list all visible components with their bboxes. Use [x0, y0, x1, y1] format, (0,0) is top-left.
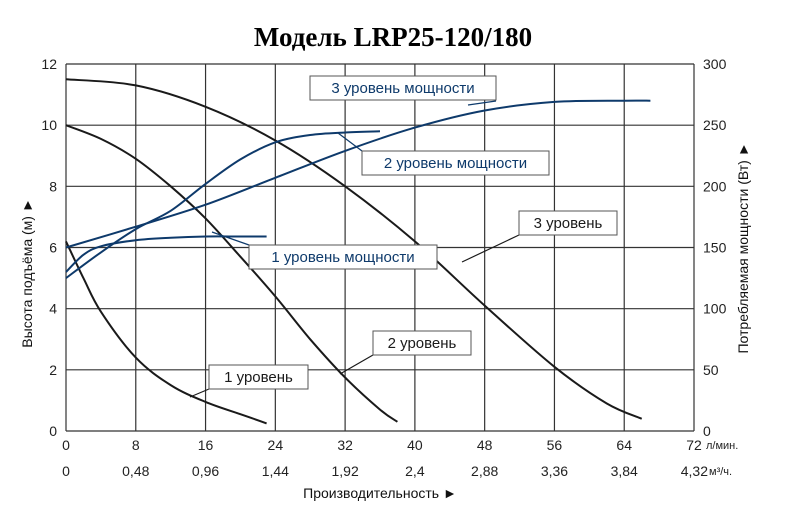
annotation-box — [361, 150, 550, 176]
head-curve-level-2 — [65, 124, 398, 423]
annotation-box — [208, 364, 309, 390]
y-tick-label: 4 — [49, 301, 57, 317]
annotation-leader-line — [339, 354, 374, 375]
y2-tick-label: 100 — [703, 301, 727, 317]
y-tick-label: 0 — [49, 423, 57, 439]
annotation-box — [372, 330, 472, 356]
annotation-box — [309, 75, 497, 101]
x2-tick-label: 2,4 — [405, 463, 425, 479]
x-tick-label: 16 — [198, 437, 214, 453]
x-tick-label: 24 — [268, 437, 284, 453]
x2-tick-label: 4,32 — [681, 463, 708, 479]
annotation-leader-line — [461, 234, 520, 263]
x-tick-label: 64 — [616, 437, 632, 453]
x2-tick-label: 1,44 — [262, 463, 289, 479]
power-curve-level-2 — [65, 130, 381, 279]
x-tick-label: 40 — [407, 437, 423, 453]
annotation-box — [248, 244, 438, 270]
y2-tick-label: 250 — [703, 117, 727, 133]
x-tick-label: 8 — [132, 437, 140, 453]
power-curve-level-3 — [65, 99, 651, 249]
annotation-label: 3 уровень — [534, 215, 603, 232]
y2-tick-label: 200 — [703, 178, 727, 194]
annotation-label: 3 уровень мощности — [331, 80, 474, 97]
head-curve-level-3 — [65, 78, 643, 420]
y2-tick-label: 150 — [703, 240, 727, 256]
annotation-label: 2 уровень — [388, 335, 457, 352]
annotation-leader-line — [467, 100, 497, 106]
y2-axis-label: Потребляемая мощности (Вт) ► — [735, 142, 751, 353]
annotations: 3 уровень мощности 2 уровень мощности 1 ур… — [189, 75, 618, 398]
x2-tick-label: 1,92 — [331, 463, 358, 479]
annotation-box — [518, 210, 618, 236]
y-axis-label: Высота подъёма (м) ► — [19, 198, 35, 347]
x-axis-label: Производительность ► — [303, 485, 457, 501]
x-tick-label: 72 — [686, 437, 702, 453]
x2-tick-label: 3,84 — [611, 463, 638, 479]
annotation-label: 2 уровень мощности — [384, 155, 527, 172]
annotation-label: 1 уровень — [224, 369, 293, 386]
power-curve-level-1 — [65, 235, 267, 273]
y-tick-label: 8 — [49, 178, 57, 194]
x-tick-label: 56 — [547, 437, 563, 453]
x2-tick-label: 2,88 — [471, 463, 498, 479]
x-tick-label: 0 — [62, 437, 70, 453]
y-tick-label: 2 — [49, 362, 57, 378]
x2-tick-label: 3,36 — [541, 463, 568, 479]
series-lines — [65, 78, 651, 425]
annotation-leader-line — [189, 388, 210, 398]
x2-tick-label: 0 — [62, 463, 70, 479]
x-tick-label: 48 — [477, 437, 493, 453]
chart-title: Модель LRP25-120/180 — [254, 22, 532, 52]
y-tick-label: 6 — [49, 240, 57, 256]
x-tick-label: 32 — [337, 437, 353, 453]
axis-ticks: 0246810120501001502002503000080,48160,96… — [41, 56, 738, 479]
y-tick-label: 12 — [41, 56, 57, 72]
y2-tick-label: 0 — [703, 423, 711, 439]
annotation-leader-line — [211, 231, 250, 246]
annotation-label: 1 уровень мощности — [271, 249, 414, 266]
head-curve-level-1 — [65, 240, 267, 425]
x-unit-label: л/мин. — [706, 440, 738, 452]
x2-tick-label: 0,96 — [192, 463, 219, 479]
x2-tick-label: 0,48 — [122, 463, 149, 479]
annotation-leader-line — [337, 132, 363, 152]
y2-tick-label: 50 — [703, 362, 719, 378]
y-tick-label: 10 — [41, 117, 57, 133]
x2-unit-label: м³/ч. — [709, 466, 732, 478]
y2-tick-label: 300 — [703, 56, 727, 72]
